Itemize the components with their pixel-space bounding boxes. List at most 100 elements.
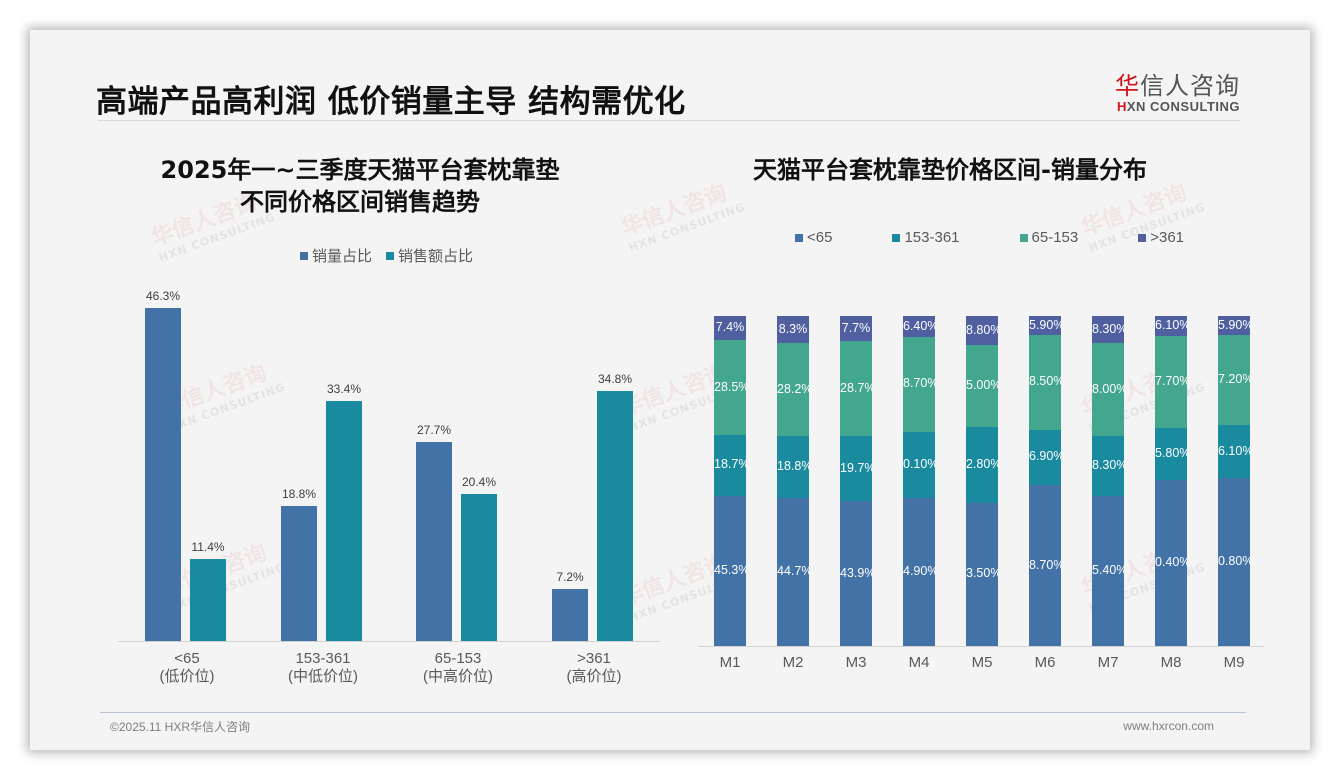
- month-label: M7: [1088, 654, 1128, 671]
- legend-swatch: [795, 234, 803, 242]
- segment-value-label: 8.30%: [1092, 322, 1124, 336]
- stack-segment: 0.80%: [1218, 478, 1250, 646]
- logo-cn: 华信人咨询: [1115, 66, 1240, 101]
- month-label: M1: [710, 654, 750, 671]
- legend-item: <65: [795, 229, 832, 246]
- bar-value-label: 7.2%: [540, 570, 600, 584]
- brand-logo: 华信人咨询 HXN CONSULTING: [1115, 66, 1240, 114]
- legend-item: >361: [1138, 229, 1184, 246]
- segment-value-label: 5.90%: [1029, 318, 1061, 332]
- bar-value-label: 11.4%: [178, 540, 238, 554]
- segment-value-label: 6.10%: [1155, 318, 1187, 332]
- slide: 高端产品高利润 低价销量主导 结构需优化 华信人咨询 HXN CONSULTIN…: [30, 30, 1310, 750]
- stack-segment: 8.3%: [777, 316, 809, 343]
- legend-swatch: [1020, 234, 1028, 242]
- month-label: M8: [1151, 654, 1191, 671]
- bar-volume: [416, 442, 452, 641]
- stack-segment: 18.7%: [714, 435, 746, 497]
- category-label: 65-153(中高价位): [398, 650, 518, 686]
- segment-value-label: 28.7%: [840, 381, 872, 395]
- stack-segment: 5.80%: [1155, 428, 1187, 480]
- stack-segment: 8.70%: [1029, 485, 1061, 646]
- bar-volume: [145, 308, 181, 641]
- bar-amount: [190, 559, 226, 641]
- segment-value-label: 2.80%: [966, 457, 998, 471]
- stack-segment: 7.7%: [840, 316, 872, 341]
- legend-swatch: [892, 234, 900, 242]
- legend-item-amount: 销售额占比: [386, 245, 473, 266]
- stack-segment: 2.80%: [966, 427, 998, 502]
- stack-segment: 6.90%: [1029, 430, 1061, 486]
- segment-value-label: 5.40%: [1092, 563, 1124, 577]
- right-x-axis: [698, 646, 1264, 647]
- stack-segment: 3.50%: [966, 503, 998, 646]
- segment-value-label: 19.7%: [840, 461, 872, 475]
- bar-value-label: 20.4%: [449, 475, 509, 489]
- segment-value-label: 4.90%: [903, 564, 935, 578]
- title-divider: [98, 120, 1240, 121]
- month-label: M9: [1214, 654, 1254, 671]
- footer-website: www.hxrcon.com: [1123, 719, 1214, 733]
- stack-segment: 8.70%: [903, 337, 935, 432]
- footer-copyright: ©2025.11 HXR华信人咨询: [110, 718, 250, 735]
- bar-value-label: 18.8%: [269, 487, 329, 501]
- segment-value-label: 6.10%: [1218, 444, 1250, 458]
- stack-segment: 0.10%: [903, 432, 935, 498]
- segment-value-label: 7.70%: [1155, 374, 1187, 388]
- bar-value-label: 46.3%: [133, 289, 193, 303]
- month-label: M4: [899, 654, 939, 671]
- segment-value-label: 28.2%: [777, 382, 809, 396]
- segment-value-label: 3.50%: [966, 566, 998, 580]
- stack-segment: 5.90%: [1029, 316, 1061, 335]
- bar-amount: [461, 494, 497, 641]
- bar-value-label: 34.8%: [585, 372, 645, 386]
- segment-value-label: 5.00%: [966, 378, 998, 392]
- left-chart-legend: 销量占比 销售额占比: [300, 245, 473, 266]
- stack-segment: 8.30%: [1092, 436, 1124, 496]
- category-label: >361(高价位): [534, 650, 654, 686]
- stack-segment: 7.20%: [1218, 335, 1250, 425]
- segment-value-label: 44.7%: [777, 564, 809, 578]
- bar-volume: [552, 589, 588, 641]
- stack-segment: 6.40%: [903, 316, 935, 337]
- segment-value-label: 5.90%: [1218, 318, 1250, 332]
- segment-value-label: 7.20%: [1218, 372, 1250, 386]
- stack-segment: 45.3%: [714, 496, 746, 646]
- segment-value-label: 6.90%: [1029, 449, 1061, 463]
- segment-value-label: 8.50%: [1029, 374, 1061, 388]
- stack-segment: 44.7%: [777, 498, 809, 646]
- stack-segment: 4.90%: [903, 498, 935, 646]
- left-x-axis: [118, 641, 660, 642]
- stack-segment: 7.70%: [1155, 336, 1187, 427]
- segment-value-label: 45.3%: [714, 563, 746, 577]
- stack-segment: 43.9%: [840, 501, 872, 646]
- stack-segment: 28.7%: [840, 341, 872, 436]
- segment-value-label: 8.00%: [1092, 382, 1124, 396]
- stack-segment: 6.10%: [1218, 425, 1250, 478]
- bar-value-label: 33.4%: [314, 382, 374, 396]
- legend-swatch: [386, 252, 394, 260]
- stack-segment: 8.80%: [966, 316, 998, 345]
- segment-value-label: 7.7%: [840, 321, 872, 335]
- segment-value-label: 8.80%: [966, 323, 998, 337]
- right-chart-legend: <65153-36165-153>361: [795, 229, 1184, 246]
- segment-value-label: 0.10%: [903, 457, 935, 471]
- segment-value-label: 7.4%: [714, 320, 746, 334]
- legend-item-volume: 销量占比: [300, 245, 372, 266]
- bar-value-label: 27.7%: [404, 423, 464, 437]
- segment-value-label: 0.80%: [1218, 554, 1250, 568]
- footer-divider: [100, 712, 1246, 713]
- segment-value-label: 6.40%: [903, 319, 935, 333]
- category-label: <65(低价位): [127, 650, 247, 686]
- left-chart-title: 2025年一~三季度天猫平台套枕靠垫 不同价格区间销售趋势: [130, 154, 590, 218]
- bar-volume: [281, 506, 317, 641]
- stack-segment: 19.7%: [840, 436, 872, 501]
- legend-swatch: [300, 252, 308, 260]
- segment-value-label: 18.7%: [714, 457, 746, 471]
- stack-segment: 8.30%: [1092, 316, 1124, 343]
- right-chart-title: 天猫平台套枕靠垫价格区间-销量分布: [690, 154, 1210, 186]
- month-label: M6: [1025, 654, 1065, 671]
- stack-segment: 7.4%: [714, 316, 746, 340]
- segment-value-label: 28.5%: [714, 380, 746, 394]
- stack-segment: 5.90%: [1218, 316, 1250, 335]
